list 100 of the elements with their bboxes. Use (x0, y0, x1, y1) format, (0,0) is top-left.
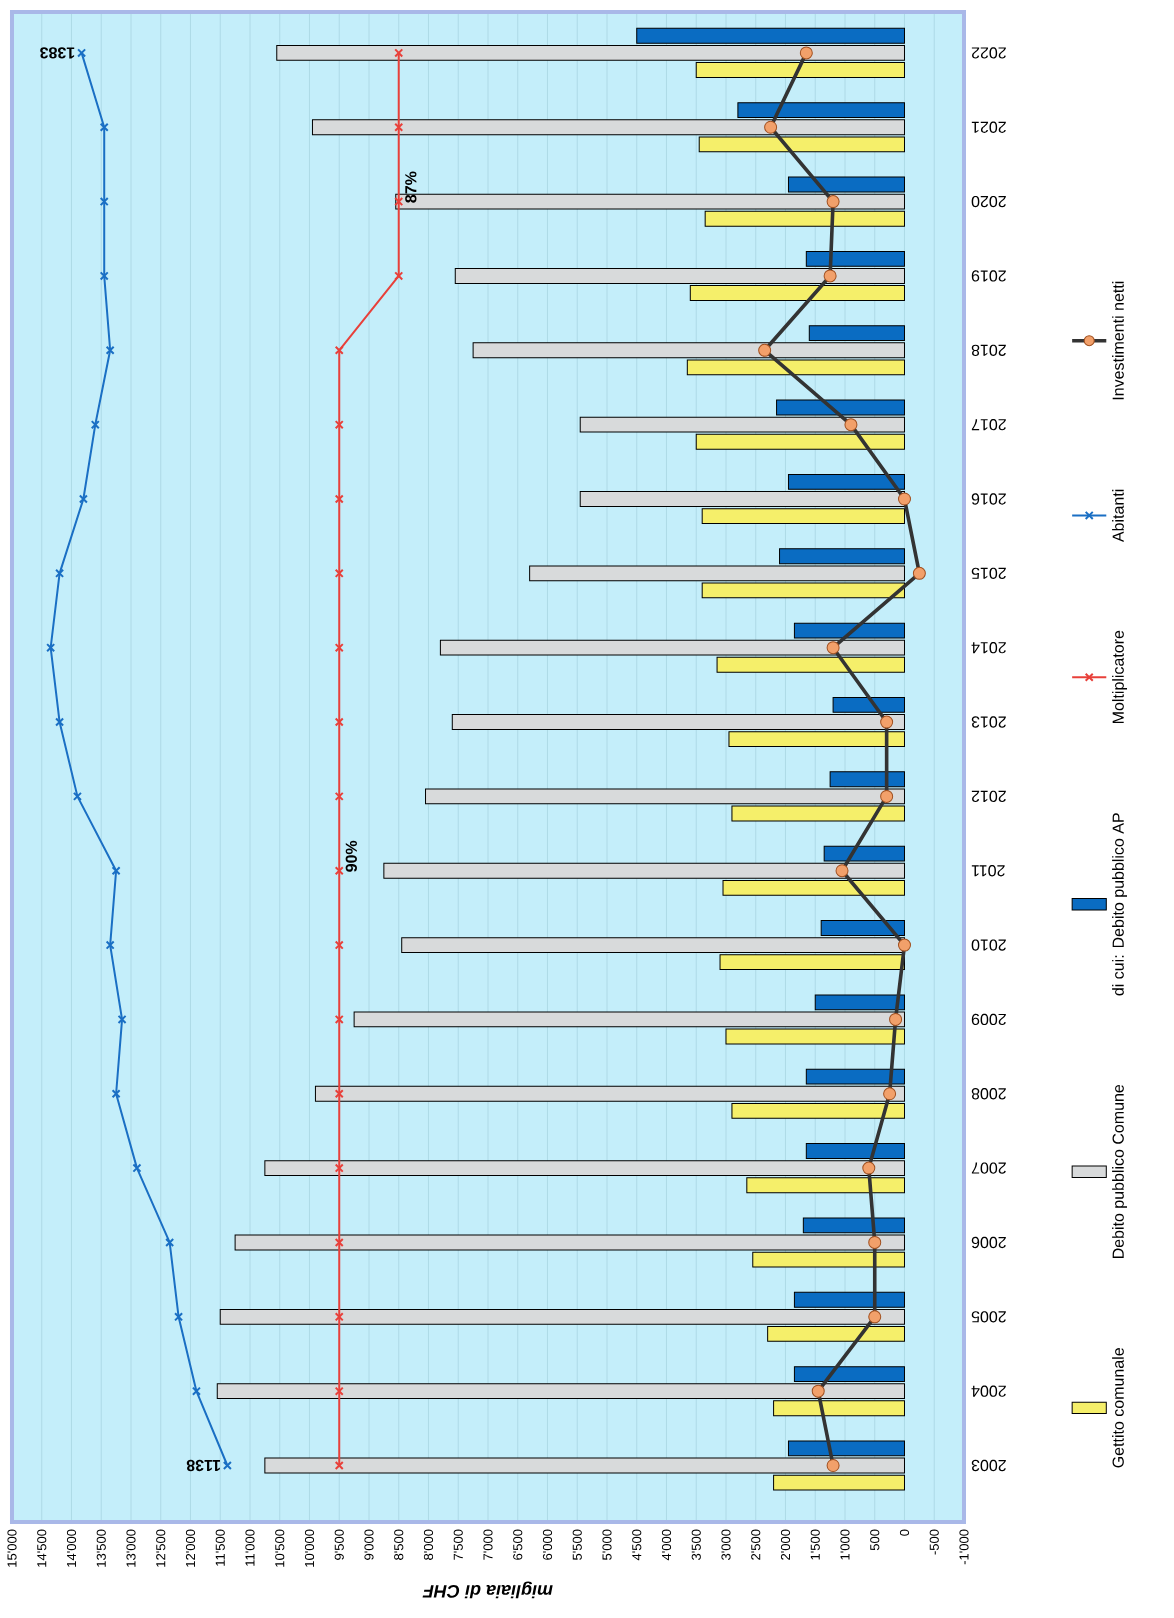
point (174, 1312, 184, 1322)
point (889, 1012, 903, 1026)
x-tick-label: 3'500 (691, 1529, 701, 1560)
point (334, 1386, 344, 1396)
x-tick-label: 8'000 (423, 1529, 434, 1560)
x-tick-label: 10'500 (275, 1529, 285, 1567)
x-axis-title: migliaia di CHF (422, 1581, 553, 1599)
x-tick-label: 6'500 (513, 1529, 523, 1560)
point (826, 195, 840, 209)
y-tick-label: 2017 (971, 418, 1006, 431)
y-tick-label: 2014 (971, 642, 1006, 654)
point (826, 1459, 840, 1473)
point (334, 1014, 344, 1024)
point (334, 1163, 344, 1173)
point (334, 1237, 344, 1247)
legend-label: Gettito comunale (1112, 1348, 1124, 1468)
point (862, 1161, 876, 1175)
point (99, 271, 109, 281)
y-tick-label: 2016 (971, 493, 1006, 505)
x-tick-label: 12'000 (185, 1529, 196, 1567)
x-tick-label: 10'000 (304, 1529, 315, 1567)
point (132, 1163, 142, 1173)
point (880, 789, 894, 803)
point (394, 48, 404, 58)
point (334, 420, 344, 430)
point (394, 197, 404, 207)
point (77, 48, 87, 58)
point (758, 343, 772, 357)
y-tick-label: 2009 (971, 1013, 1006, 1026)
x-tick-label: 12'500 (156, 1529, 166, 1567)
y-tick-label: 2005 (971, 1311, 1006, 1323)
y-tick-label: 2020 (971, 195, 1006, 208)
point (897, 492, 911, 506)
annotation: 1138 (186, 1459, 220, 1472)
point (111, 1089, 121, 1099)
point (334, 717, 344, 727)
x-tick-label: 9'000 (364, 1529, 374, 1560)
point (394, 271, 404, 281)
x-tick-label: 11'500 (215, 1529, 225, 1566)
x-tick-label: 4'000 (661, 1529, 672, 1561)
legend-label: di cui: Debito pubblico AP (1112, 813, 1128, 996)
point (191, 1386, 201, 1396)
y-tick-label: 2015 (971, 567, 1006, 579)
y-tick-label: 2019 (971, 270, 1006, 282)
point (334, 643, 344, 653)
point (334, 1460, 344, 1471)
point (880, 715, 894, 729)
point (55, 717, 65, 727)
x-tick-label: 3'000 (721, 1529, 731, 1560)
point (117, 1014, 127, 1024)
point (912, 566, 926, 580)
point (46, 643, 56, 653)
point (764, 120, 778, 134)
y-tick-label: 2006 (971, 1236, 1006, 1249)
y-tick-label: 2022 (971, 47, 1006, 59)
legend-label: Abitanti (1112, 489, 1124, 543)
x-tick-label: 9'500 (334, 1529, 344, 1560)
point (111, 866, 121, 876)
x-tick-label: 15'000 (7, 1529, 17, 1567)
y-tick-label: 2008 (971, 1088, 1006, 1100)
y-tick-label: 2010 (971, 939, 1006, 951)
x-tick-label: 6'000 (542, 1529, 553, 1560)
x-tick-label: 5'500 (572, 1529, 582, 1560)
x-tick-label: 14'500 (37, 1529, 47, 1567)
y-tick-label: 2012 (971, 790, 1006, 803)
point (799, 46, 813, 60)
point (334, 940, 344, 950)
y-tick-label: 2013 (971, 716, 1006, 728)
x-tick-label: 13'000 (126, 1529, 136, 1567)
x-tick-label: 4'500 (632, 1529, 642, 1561)
point (826, 641, 840, 655)
x-tick-label: -1'000 (959, 1529, 969, 1565)
point (334, 568, 344, 578)
x-tick-label: -500 (929, 1529, 939, 1555)
point (334, 494, 344, 504)
annotation: 1383 (40, 47, 75, 59)
x-tick-label: 2'000 (780, 1529, 791, 1560)
point (99, 122, 109, 132)
point (105, 940, 115, 950)
y-tick-label: 2021 (971, 121, 1006, 133)
point (334, 866, 344, 876)
y-tick-label: 2003 (971, 1459, 1006, 1472)
point (334, 345, 344, 355)
point (844, 418, 858, 432)
y-tick-label: 2004 (971, 1385, 1006, 1397)
x-tick-label: 14'000 (66, 1529, 77, 1567)
point (883, 1087, 897, 1101)
legend-label: Moltiplicatore (1112, 630, 1128, 724)
x-tick-label: 11'000 (245, 1529, 255, 1566)
point (811, 1384, 825, 1398)
y-tick-label: 2018 (971, 344, 1006, 356)
x-tick-label: 7'500 (453, 1529, 463, 1560)
x-tick-label: 5'000 (602, 1529, 612, 1560)
point (222, 1460, 232, 1471)
point (334, 791, 344, 801)
point (165, 1237, 175, 1247)
point (78, 494, 88, 504)
x-tick-label: 7'000 (483, 1529, 493, 1560)
point (105, 345, 115, 355)
point (72, 791, 82, 801)
